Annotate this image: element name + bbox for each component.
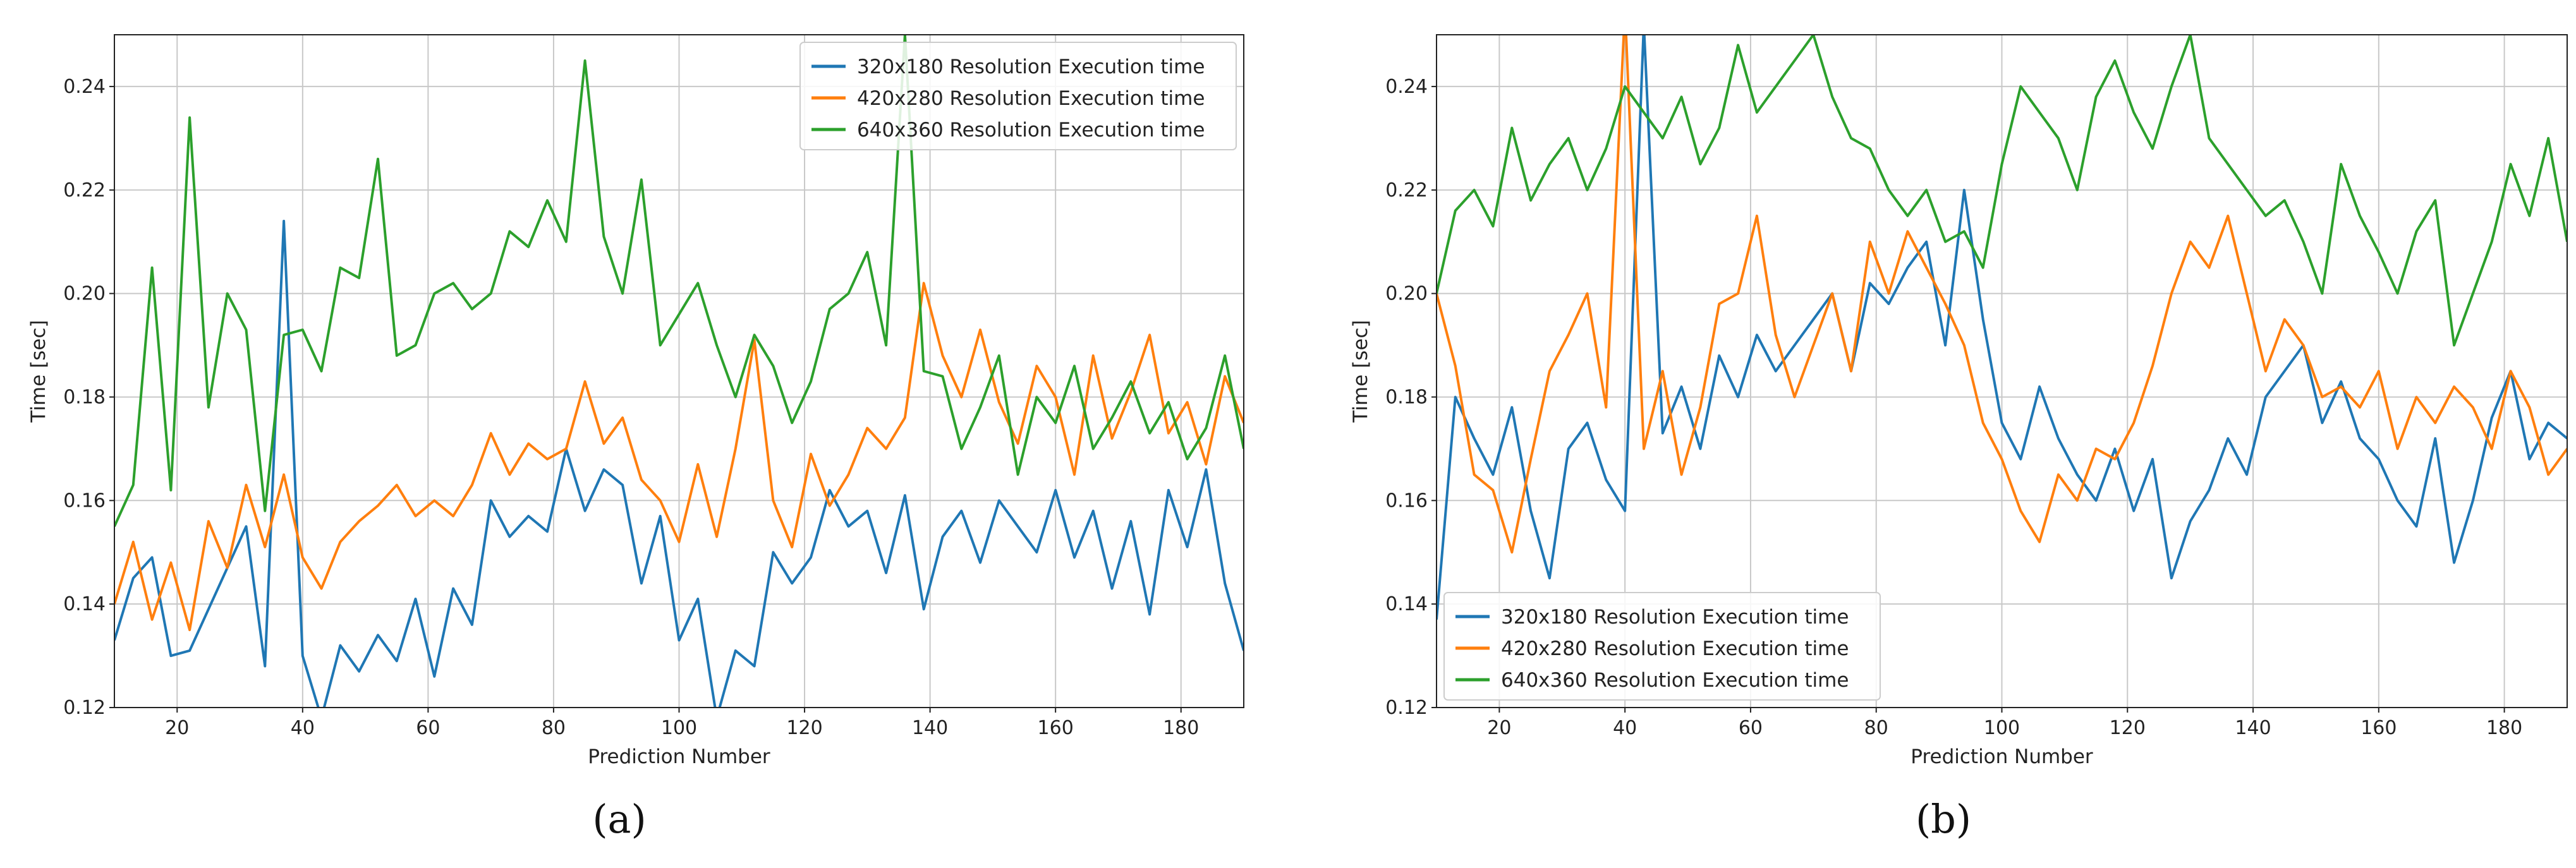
series-line-2 [114,282,1244,632]
series-line-3 [1437,35,2567,347]
legend-label-1: 320x180 Resolution Execution time [1501,606,1849,629]
series-group [1437,35,2567,620]
y-tick-label: 0.12 [1385,697,1428,719]
series-group [114,35,1244,708]
legend-label-3: 640x360 Resolution Execution time [1501,669,1849,692]
y-tick-label: 0.18 [63,386,106,408]
legend: 320x180 Resolution Execution time 420x280… [799,42,1237,150]
chart-panel-b: 20 40 60 80 100 120 140 160 180 0.12 0.14 0.16 0.18 0… [1349,34,2568,842]
series-line-3 [114,35,1244,527]
x-tick-label: 140 [2235,717,2271,739]
y-tick-label: 0.12 [63,697,106,719]
x-tick-label: 20 [1487,717,1511,739]
series-line-1 [114,219,1244,708]
x-tick-label: 120 [786,717,822,739]
legend-label-1: 320x180 Resolution Execution time [857,56,1205,78]
x-tick-label: 100 [1984,717,2020,739]
x-tick-label: 120 [2110,717,2146,739]
x-tick-label: 60 [416,717,440,739]
panel-label: (a) [592,796,646,842]
y-tick-label: 0.20 [63,283,106,305]
x-tick-label: 40 [1613,717,1637,739]
y-tick-label: 0.16 [63,490,106,512]
y-tick-label: 0.22 [63,179,106,202]
y-tick-label: 0.16 [1385,490,1428,512]
x-tick-label: 140 [912,717,948,739]
y-tick-label: 0.14 [1385,593,1428,615]
x-tick-label: 20 [165,717,189,739]
legend-label-2: 420x280 Resolution Execution time [857,87,1205,110]
y-tick-label: 0.22 [1385,179,1428,202]
y-tick-label: 0.24 [1385,76,1428,98]
plot-frame [114,34,1244,708]
y-axis-label: Time [sec] [27,320,50,423]
legend-box [1443,592,1881,701]
x-tick-label: 180 [2486,717,2522,739]
legend-label-3: 640x360 Resolution Execution time [857,119,1205,142]
y-tick-label: 0.18 [1385,386,1428,408]
series-line-1 [1437,35,2567,620]
panel-label: (b) [1916,796,1971,842]
x-axis-label: Prediction Number [588,745,770,768]
x-tick-label: 160 [1038,717,1074,739]
plot-frame [1436,34,2568,708]
x-axis-label: Prediction Number [1911,745,2093,768]
chart-panel-a: 20 40 60 80 100 120 140 160 180 0.12 0.14 0.16 0.18 0… [27,34,1244,842]
y-axis-label: Time [sec] [1349,320,1372,423]
legend: 320x180 Resolution Execution time 420x280… [1443,592,1881,701]
x-tick-label: 80 [1864,717,1888,739]
x-tick-label: 180 [1163,717,1199,739]
x-tick-label: 40 [291,717,315,739]
y-tick-label: 0.20 [1385,283,1428,305]
x-tick-label: 80 [542,717,566,739]
y-tick-label: 0.14 [63,593,106,615]
legend-box [799,42,1237,150]
x-tick-label: 100 [661,717,697,739]
y-tick-label: 0.24 [63,76,106,98]
series-line-2 [1437,35,2567,554]
x-tick-label: 60 [1739,717,1763,739]
legend-label-2: 420x280 Resolution Execution time [1501,637,1849,660]
x-tick-label: 160 [2360,717,2397,739]
